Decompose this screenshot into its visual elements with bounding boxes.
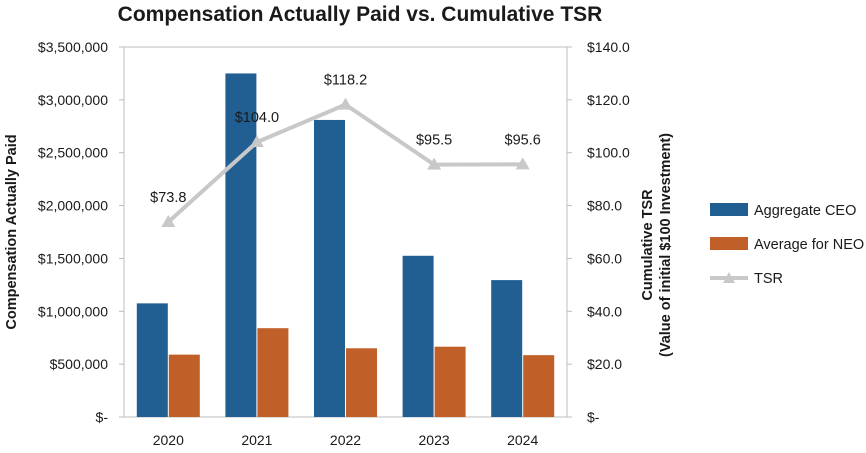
right-tick-label: $100.0 <box>587 145 630 161</box>
x-tick-label: 2024 <box>507 432 538 448</box>
left-axis-ticks: $- $500,000 $1,000,000 $1,500,000 $2,000,000… <box>38 39 124 425</box>
bar-average-neo <box>434 346 466 417</box>
bar-aggregate-ceo <box>136 303 168 417</box>
bar-average-neo <box>523 355 555 417</box>
right-tick-label: $60.0 <box>587 250 622 266</box>
x-tick-label: 2022 <box>330 432 361 448</box>
chart-title: Compensation Actually Paid vs. Cumulativ… <box>118 3 603 26</box>
bar-average-neo <box>257 328 289 417</box>
x-tick-label: 2020 <box>153 432 184 448</box>
left-tick-label: $3,500,000 <box>38 39 108 55</box>
bar-average-neo <box>168 354 200 417</box>
bar-aggregate-ceo <box>402 255 434 417</box>
tsr-line <box>166 102 523 224</box>
right-tick-label: $120.0 <box>587 92 630 108</box>
left-tick-label: $2,500,000 <box>38 145 108 161</box>
tsr-data-labels: $73.8 $104.0 $118.2 $95.5 $95.6 <box>150 73 541 206</box>
right-tick-label: $80.0 <box>587 198 622 214</box>
legend-swatch-aggregate-ceo <box>710 203 748 216</box>
tsr-marker <box>161 214 176 227</box>
tsr-data-label: $118.2 <box>324 73 367 89</box>
tsr-marker <box>427 157 442 170</box>
right-axis-title-line1: Cumulative TSR <box>640 189 656 301</box>
right-tick-label: $20.0 <box>587 356 622 372</box>
tsr-line-group <box>161 97 530 227</box>
bar-aggregate-ceo <box>225 73 257 417</box>
right-tick-label: $- <box>587 409 600 425</box>
right-tick-label: $140.0 <box>587 39 630 55</box>
left-tick-label: $3,000,000 <box>38 92 108 108</box>
left-tick-label: $1,000,000 <box>38 303 108 319</box>
legend: Aggregate CEO Average for NEO TSR <box>710 203 864 287</box>
tsr-data-label: $95.6 <box>505 132 541 148</box>
right-axis-title-line2: (Value of initial $100 Investment) <box>658 133 674 357</box>
plot-area <box>123 46 568 418</box>
bars <box>136 73 555 417</box>
tsr-data-label: $104.0 <box>235 110 279 126</box>
legend-label-aggregate-ceo: Aggregate CEO <box>754 203 856 219</box>
left-tick-label: $2,000,000 <box>38 198 108 214</box>
tsr-marker <box>249 135 264 148</box>
left-axis-title: Compensation Actually Paid <box>4 134 20 329</box>
x-tick-label: 2023 <box>419 432 450 448</box>
left-tick-label: $- <box>96 409 109 425</box>
x-axis-ticks: 2020 2021 2022 2023 2024 <box>153 432 539 448</box>
legend-label-average-neo: Average for NEO <box>754 237 864 253</box>
left-tick-label: $500,000 <box>50 356 109 372</box>
legend-label-tsr: TSR <box>754 271 783 287</box>
plot-border <box>123 46 568 418</box>
legend-marker-tsr <box>723 272 735 283</box>
x-tick-label: 2021 <box>241 432 272 448</box>
right-tick-label: $40.0 <box>587 303 622 319</box>
left-tick-label: $1,500,000 <box>38 250 108 266</box>
tsr-data-label: $95.5 <box>416 133 452 149</box>
legend-swatch-average-neo <box>710 237 748 250</box>
tsr-data-label: $73.8 <box>150 190 186 206</box>
tsr-marker <box>338 97 353 110</box>
tsr-marker <box>515 157 530 170</box>
bar-aggregate-ceo <box>314 119 345 417</box>
bar-average-neo <box>346 348 377 417</box>
bar-aggregate-ceo <box>491 280 523 417</box>
right-axis-ticks: $- $20.0 $40.0 $60.0 $80.0 $100.0 $120.0 $140.0 <box>567 39 630 425</box>
